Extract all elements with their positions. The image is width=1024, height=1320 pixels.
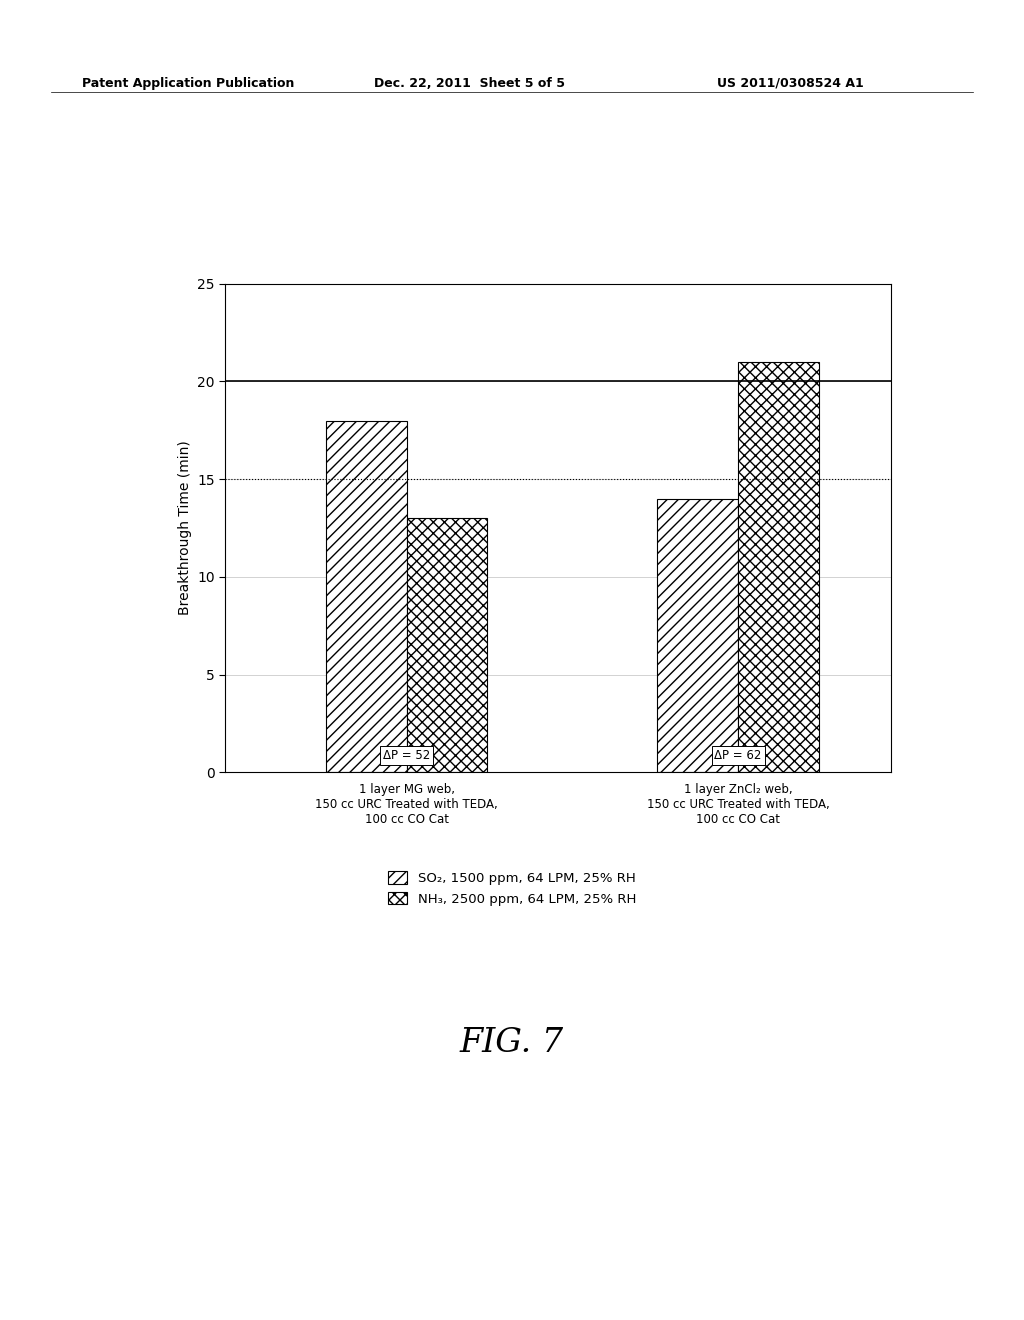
Text: Patent Application Publication: Patent Application Publication xyxy=(82,77,294,90)
Bar xyxy=(657,499,738,772)
Text: ΔP = 52: ΔP = 52 xyxy=(383,750,430,763)
Bar xyxy=(407,519,487,772)
Legend: SO₂, 1500 ppm, 64 LPM, 25% RH, NH₃, 2500 ppm, 64 LPM, 25% RH: SO₂, 1500 ppm, 64 LPM, 25% RH, NH₃, 2500… xyxy=(382,866,642,911)
Text: FIG. 7: FIG. 7 xyxy=(460,1027,564,1059)
Y-axis label: Breakthrough Time (min): Breakthrough Time (min) xyxy=(178,441,191,615)
Bar xyxy=(738,362,819,772)
Text: US 2011/0308524 A1: US 2011/0308524 A1 xyxy=(717,77,863,90)
Text: ΔP = 62: ΔP = 62 xyxy=(715,750,762,763)
Bar xyxy=(326,421,407,772)
Text: Dec. 22, 2011  Sheet 5 of 5: Dec. 22, 2011 Sheet 5 of 5 xyxy=(374,77,565,90)
